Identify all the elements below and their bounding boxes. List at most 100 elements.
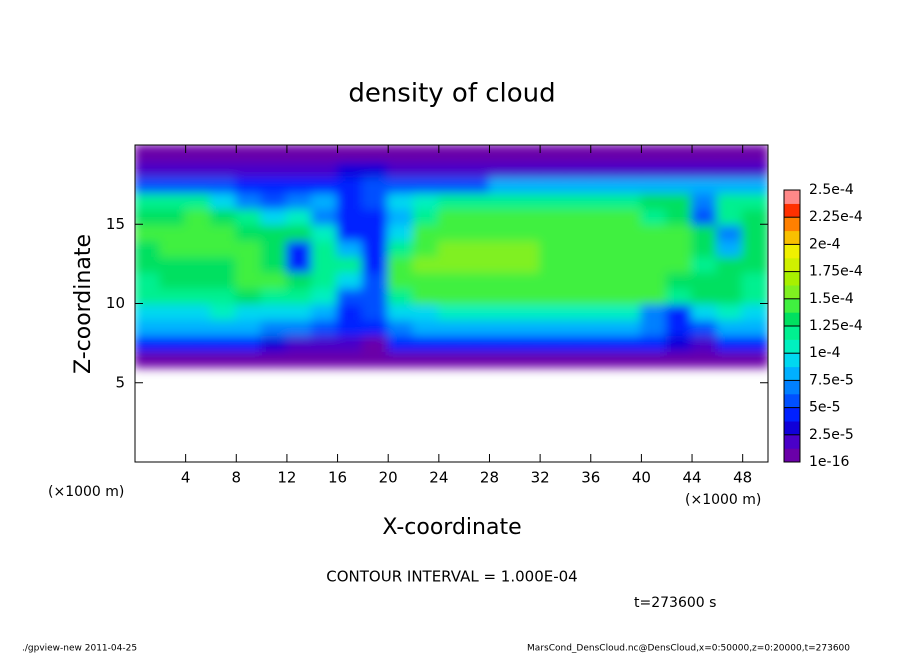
cell xyxy=(615,191,643,210)
cell xyxy=(437,350,466,368)
colorbar-swatch xyxy=(784,353,800,368)
cell xyxy=(513,191,542,210)
colorbar-swatch xyxy=(784,285,800,300)
cell xyxy=(209,286,238,305)
cell xyxy=(135,270,162,289)
cell xyxy=(209,207,238,226)
cell xyxy=(285,350,314,368)
cell xyxy=(387,145,415,162)
cell xyxy=(412,270,440,289)
cell xyxy=(463,302,491,321)
cell xyxy=(260,175,288,194)
cell xyxy=(691,191,719,210)
cell xyxy=(615,350,643,368)
colorbar-tick-label: 5e-5 xyxy=(809,400,840,416)
cell xyxy=(387,318,415,337)
cell xyxy=(285,239,314,257)
cell xyxy=(665,159,694,178)
cell xyxy=(311,270,339,289)
colorbar-tick-label: 2e-4 xyxy=(809,236,841,252)
colorbar-tick-label: 1.5e-4 xyxy=(809,291,854,307)
y-tick-label: 10 xyxy=(106,294,125,312)
cell xyxy=(159,270,187,289)
cell xyxy=(361,302,390,321)
cell xyxy=(589,286,618,305)
cell xyxy=(691,145,719,162)
cell xyxy=(691,175,719,194)
cell xyxy=(159,318,187,337)
cell xyxy=(311,254,339,273)
cell xyxy=(311,207,339,226)
cell xyxy=(463,207,491,226)
cell xyxy=(691,223,719,242)
cell xyxy=(235,159,263,178)
x-tick-label: 44 xyxy=(682,469,701,487)
cell xyxy=(665,239,694,257)
cell xyxy=(209,159,238,178)
cell xyxy=(488,223,516,242)
cell xyxy=(437,302,466,321)
x-tick-label: 12 xyxy=(277,469,296,487)
cell xyxy=(336,302,364,321)
cell xyxy=(260,350,288,368)
cell xyxy=(184,270,212,289)
cell xyxy=(488,207,516,226)
cell xyxy=(361,270,390,289)
cell xyxy=(235,318,263,337)
footer-left: ./gpview-new 2011-04-25 xyxy=(22,644,137,654)
cell xyxy=(235,191,263,210)
cell xyxy=(412,175,440,194)
cell xyxy=(336,159,364,178)
colorbar-tick-label: 1e-16 xyxy=(809,454,849,470)
cell xyxy=(564,145,592,162)
cell xyxy=(235,270,263,289)
cell xyxy=(488,159,516,178)
cell xyxy=(437,239,466,257)
cell xyxy=(437,270,466,289)
cell xyxy=(336,270,364,289)
cell xyxy=(336,286,364,305)
cell xyxy=(716,318,744,337)
y-tick-label: 5 xyxy=(115,373,125,391)
cell xyxy=(488,286,516,305)
cell xyxy=(311,239,339,257)
cell xyxy=(488,318,516,337)
cell xyxy=(260,159,288,178)
cell xyxy=(361,145,390,162)
y-axis-label: Z-coordinate xyxy=(71,234,96,374)
cell xyxy=(235,286,263,305)
cell xyxy=(159,302,187,321)
cell xyxy=(260,286,288,305)
cell xyxy=(387,254,415,273)
cell xyxy=(539,302,567,321)
cell xyxy=(539,191,567,210)
cell xyxy=(361,159,390,178)
cell xyxy=(488,254,516,273)
x-axis-label: X-coordinate xyxy=(382,515,521,540)
cell xyxy=(741,254,768,273)
cells xyxy=(135,145,768,368)
cell xyxy=(159,286,187,305)
cell xyxy=(437,254,466,273)
cell xyxy=(437,159,466,178)
cell xyxy=(589,159,618,178)
x-tick-label: 8 xyxy=(232,469,242,487)
cell xyxy=(135,334,162,353)
cell xyxy=(513,302,542,321)
cell xyxy=(665,286,694,305)
cell xyxy=(361,350,390,368)
cell xyxy=(589,350,618,368)
cell xyxy=(640,207,668,226)
cell xyxy=(260,191,288,210)
cell xyxy=(285,159,314,178)
cell xyxy=(716,302,744,321)
cell xyxy=(184,254,212,273)
cell xyxy=(640,318,668,337)
cell xyxy=(691,159,719,178)
cell xyxy=(691,207,719,226)
cell xyxy=(361,334,390,353)
colorbar-tick-label: 7.5e-5 xyxy=(809,372,854,388)
colorbar-swatch xyxy=(784,298,800,313)
cell xyxy=(209,145,238,162)
cell xyxy=(412,318,440,337)
